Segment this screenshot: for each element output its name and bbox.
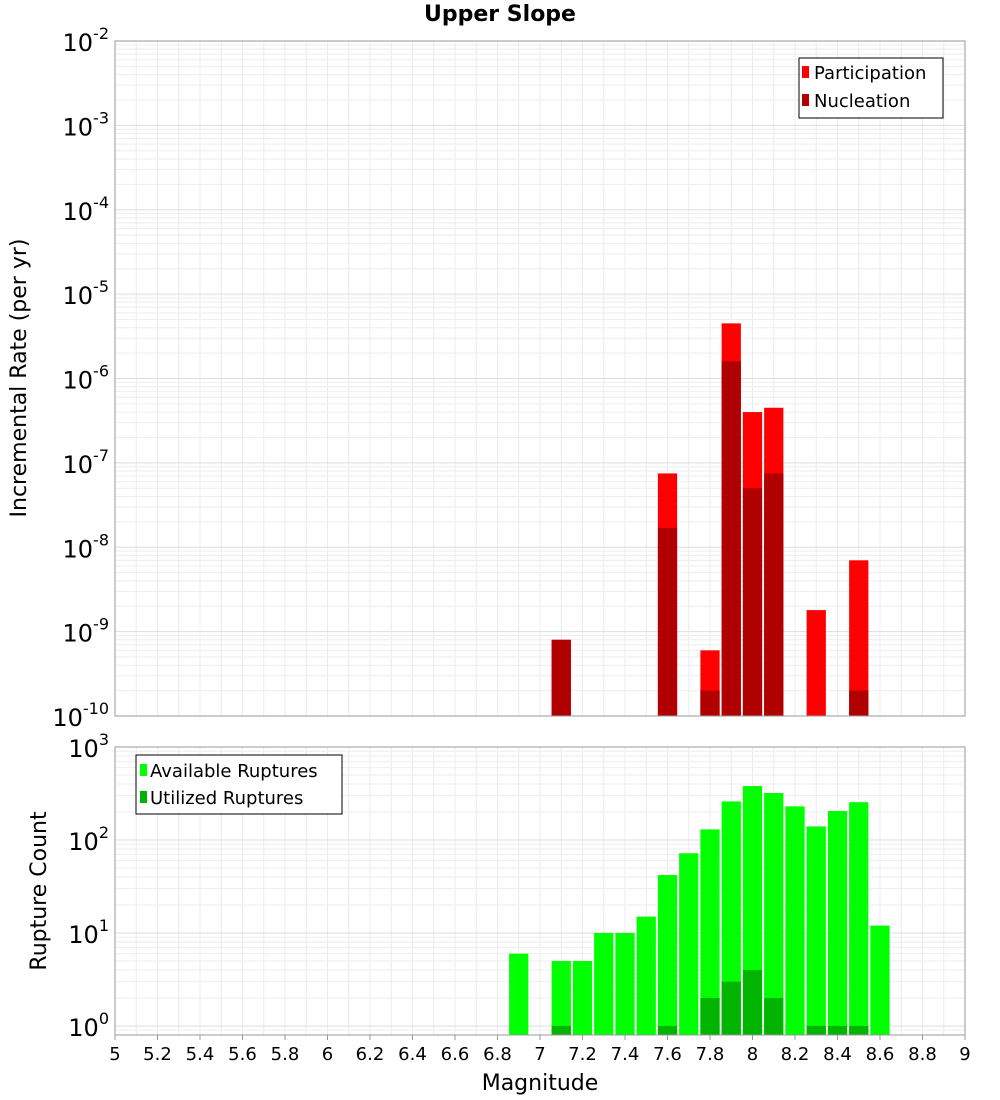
legend-label-available: Available Ruptures [150,761,318,782]
top-panel: 10-10 10-9 10-8 10-7 10-6 10-5 10-4 10-3 10-2 In… [7,24,966,732]
top-legend-box [798,57,944,119]
x-tick-label: 7 [534,1044,545,1065]
legend-label-utilized: Utilized Ruptures [150,788,303,809]
x-tick-label: 8 [747,1044,758,1065]
top-bars [551,323,869,716]
top-y-tick-labels: 10-10 10-9 10-8 10-7 10-6 10-5 10-4 10-3 10-2 [52,24,109,732]
y-tick-label: 101 [68,916,109,949]
bar-available-ruptures [551,960,571,1035]
bar-available-ruptures [615,932,635,1035]
y-tick-label: 10-7 [63,446,110,479]
bar-utilized-ruptures [849,1025,869,1035]
bar-nucleation [551,639,571,716]
x-tick-label: 9 [959,1044,970,1065]
chart-title: Upper Slope [424,2,576,27]
bar-nucleation [657,527,678,716]
bar-nucleation [721,361,741,716]
legend-swatch-participation [802,66,809,78]
x-tick-label: 5.6 [228,1044,257,1065]
x-tick-label: 8.4 [823,1044,852,1065]
bar-available-ruptures [700,829,720,1035]
bar-nucleation [742,488,763,716]
x-axis-label: Magnitude [482,1071,599,1096]
legend-swatch-available [140,764,147,776]
bottom-bars [509,786,890,1035]
bar-nucleation [849,690,869,716]
bottom-panel: 100 101 102 103 5 5.2 5.4 5.6 5.8 6 6.2 6.4 6.6 6.8 7… [27,730,971,1096]
bottom-y-tick-labels: 100 101 102 103 [68,730,109,1042]
bar-utilized-ruptures [721,981,741,1035]
bar-participation [849,560,869,716]
x-tick-label: 5.2 [143,1044,172,1065]
x-tick-label: 8.2 [781,1044,810,1065]
top-y-axis-label: Incremental Rate (per yr) [7,239,32,518]
bar-utilized-ruptures [764,997,784,1035]
bar-available-ruptures [509,953,529,1035]
bar-utilized-ruptures [657,1025,678,1035]
y-tick-label: 10-5 [63,277,110,310]
x-tick-label: 7.4 [611,1044,640,1065]
bar-available-ruptures [764,793,784,1035]
bar-available-ruptures [827,811,848,1035]
bar-available-ruptures [849,802,869,1035]
y-tick-label: 10-6 [63,362,110,395]
bottom-y-axis-label: Rupture Count [27,811,52,971]
y-tick-label: 10-8 [63,530,110,563]
bar-participation [806,610,826,716]
bar-utilized-ruptures [742,969,763,1035]
y-tick-label: 10-3 [63,108,110,141]
y-tick-label: 10-9 [63,615,110,648]
top-plot-frame [114,40,966,717]
x-tick-label: 8.8 [908,1044,937,1065]
y-tick-label: 100 [68,1009,109,1042]
y-tick-label: 103 [68,730,109,763]
legend-label-participation: Participation [814,63,926,84]
bar-nucleation [764,473,784,716]
bar-utilized-ruptures [700,997,720,1035]
bottom-legend: Available Ruptures Utilized Ruptures [135,754,343,815]
legend-label-nucleation: Nucleation [814,91,910,112]
y-tick-label: 102 [68,823,109,856]
bar-nucleation [700,690,720,716]
bar-utilized-ruptures [806,1025,826,1035]
bar-utilized-ruptures [827,1025,848,1035]
x-tick-label: 6 [322,1044,333,1065]
bar-available-ruptures [572,960,593,1035]
bar-available-ruptures [870,925,890,1035]
bar-available-ruptures [636,916,656,1035]
x-tick-label: 5 [109,1044,120,1065]
top-gridlines [114,41,966,717]
bar-available-ruptures [806,826,826,1035]
bar-available-ruptures [721,801,741,1035]
y-tick-label: 10-4 [63,193,110,226]
x-tick-label: 5.4 [186,1044,215,1065]
bottom-legend-box [135,754,343,815]
legend-swatch-utilized [140,791,147,803]
x-tick-label: 7.6 [653,1044,682,1065]
x-tick-label: 6.6 [441,1044,470,1065]
bar-available-ruptures [785,806,805,1035]
legend-swatch-nucleation [802,94,809,106]
x-tick-label: 7.8 [696,1044,725,1065]
bar-available-ruptures [657,875,678,1035]
x-tick-label: 6.4 [398,1044,427,1065]
bar-utilized-ruptures [551,1025,571,1035]
y-tick-label: 10-2 [63,24,110,57]
x-tick-label: 5.8 [271,1044,300,1065]
x-tick-label: 8.6 [866,1044,895,1065]
x-tick-label: 6.8 [483,1044,512,1065]
bar-available-ruptures [594,932,614,1035]
x-tick-label: 6.2 [356,1044,385,1065]
bar-available-ruptures [679,853,699,1035]
x-tick-label: 7.2 [568,1044,597,1065]
top-legend: Participation Nucleation [798,57,944,119]
x-tick-labels: 5 5.2 5.4 5.6 5.8 6 6.2 6.4 6.6 6.8 7 7.2 7.4 7.6 7.8 8… [109,1035,971,1065]
y-tick-label: 10-10 [52,699,109,732]
